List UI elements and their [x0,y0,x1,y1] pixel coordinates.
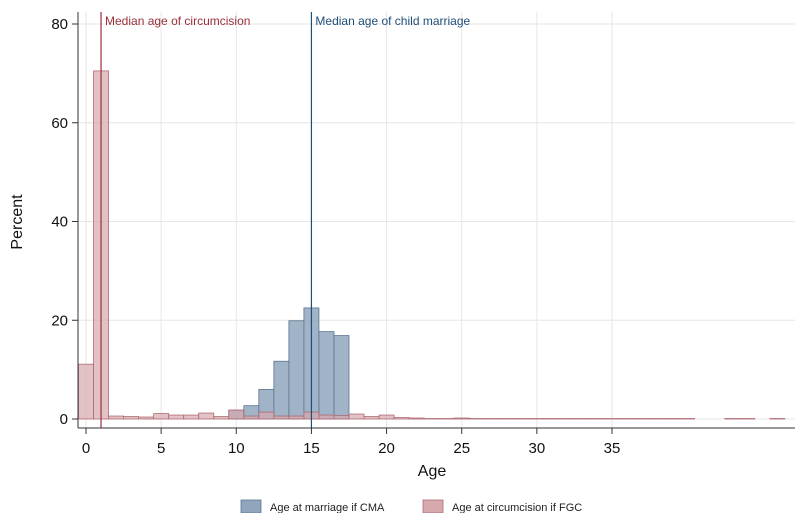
bar-circumcision [228,409,245,420]
x-tick-label: 15 [303,440,320,457]
x-tick-label: 20 [378,440,395,457]
y-tick-label: 20 [51,312,68,329]
x-tick-label: 35 [604,440,621,457]
bar-circumcision [123,416,139,420]
x-axis-title: Age [418,463,447,480]
bar-circumcision [378,414,395,420]
y-tick-label: 80 [51,16,68,33]
bar-circumcision [78,363,94,420]
legend-swatch [240,499,262,513]
bar-marriage [333,335,350,420]
bar-circumcision [288,415,305,420]
legend-label: Age at marriage if CMA [270,502,385,513]
legend-swatch [422,499,444,513]
bar-marriage [288,320,305,420]
x-tick-label: 25 [453,440,470,457]
y-axis-title: Percent [9,194,26,250]
bar-circumcision [213,416,230,420]
legend-label: Age at circumcision if FGC [452,502,582,513]
x-tick-label: 5 [157,440,165,457]
bar-circumcision [408,417,425,420]
legend: Age at marriage if CMA Age at circumcisio… [240,499,582,513]
x-tick-label: 30 [529,440,546,457]
bar-marriage [273,360,290,420]
bar-circumcision [198,412,215,420]
axes: 0 20 40 60 80 0 5 10 15 20 25 30 35 [51,12,795,457]
reference-line-label: Median age of circumcision [105,14,250,28]
bar-circumcision [108,415,124,420]
y-tick-label: 60 [51,115,68,132]
bar-circumcision [183,414,200,420]
bar-circumcision [258,411,275,420]
bar-circumcision [453,417,470,420]
grid-lines [78,12,795,428]
bar-circumcision [153,413,170,420]
bar-circumcision [168,414,185,420]
bar-circumcision [243,415,260,420]
x-tick-label: 10 [228,440,245,457]
bar-circumcision [348,413,365,420]
x-tick-label: 0 [82,440,90,457]
bar-circumcision [273,415,290,420]
y-tick-label: 0 [60,411,68,428]
bar-circumcision [333,415,350,420]
bar-circumcision [138,416,155,420]
bar-circumcision [363,416,380,420]
y-tick-label: 40 [51,214,68,231]
bar-marriage [318,331,335,420]
reference-lines: Median age of circumcision Median age of … [100,12,471,428]
bar-circumcision [393,417,410,420]
bar-circumcision [318,414,335,420]
reference-line-label: Median age of child marriage [315,14,470,28]
